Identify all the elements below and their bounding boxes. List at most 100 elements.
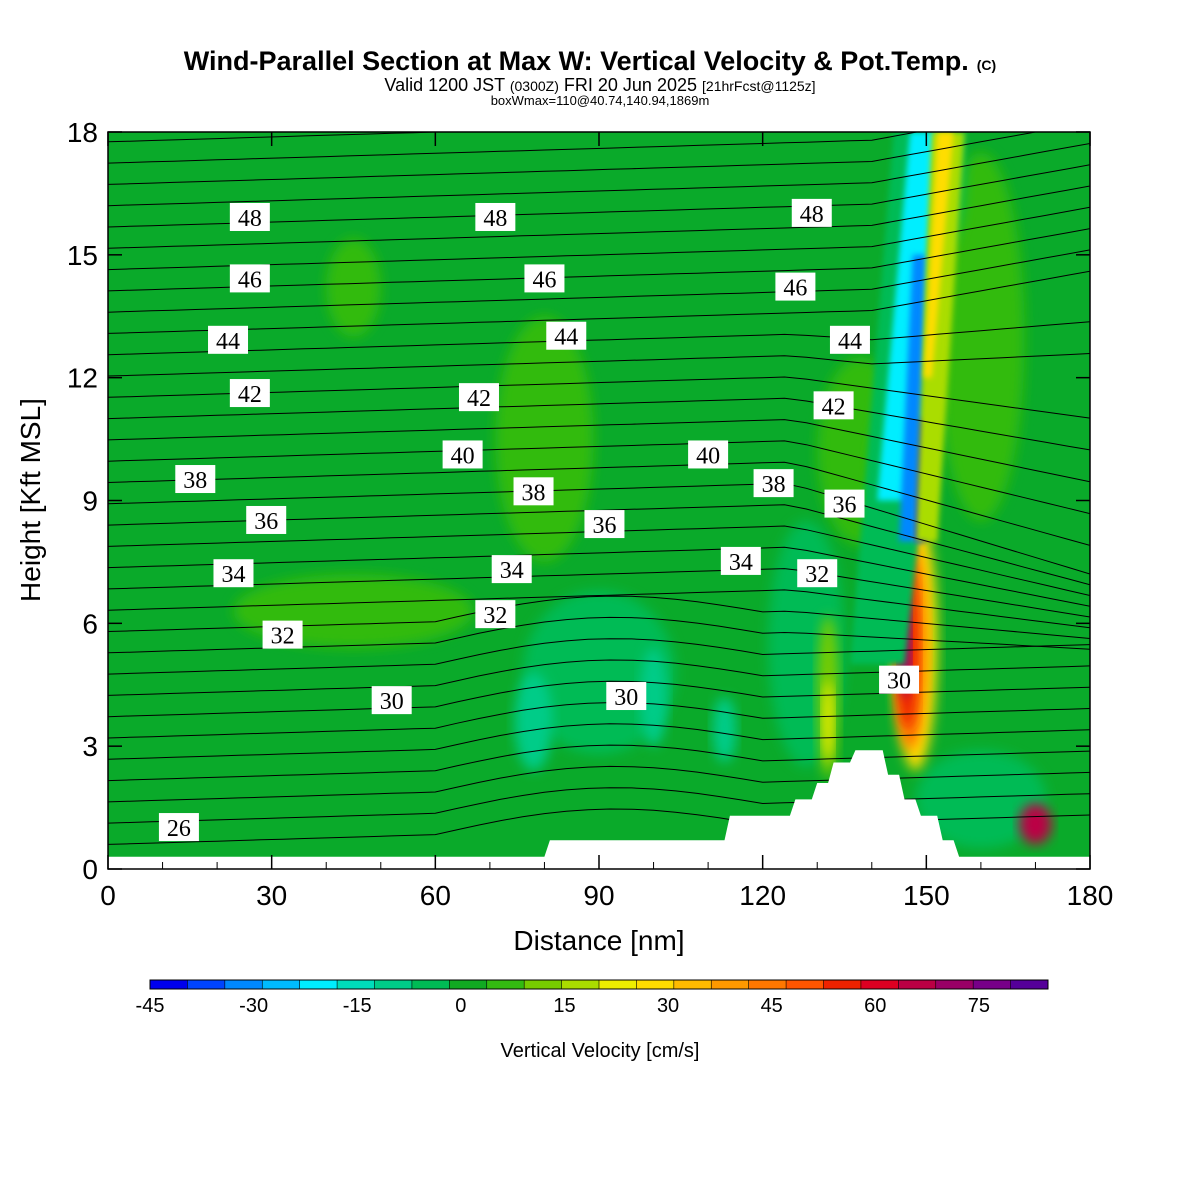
- contour-label: 48: [229, 202, 270, 232]
- velocity-band: [915, 132, 965, 542]
- isentrope-line: [108, 546, 1090, 607]
- contour-label: 42: [229, 379, 270, 408]
- isentrope-line: [108, 132, 920, 164]
- contour-label: 34: [491, 555, 532, 584]
- contour-label: 46: [775, 272, 816, 302]
- velocity-band: [877, 132, 938, 501]
- contour-label-text: 36: [254, 509, 278, 535]
- colorbar-swatch: [748, 980, 787, 989]
- axis-ticks: [107, 131, 1091, 870]
- contour-label: 30: [606, 682, 647, 711]
- contour-label-box: [158, 813, 199, 842]
- colorbar-swatch: [486, 980, 525, 989]
- x-tick-labels: 0 30 60 90 120 150 180: [100, 880, 1113, 911]
- colorbar-swatch: [337, 980, 375, 989]
- isentrope-line: [108, 589, 1090, 629]
- contour-label-text: 40: [696, 443, 720, 469]
- colorbar-tick-label: 60: [864, 995, 886, 1017]
- y-tick-label: 3: [82, 731, 98, 762]
- contour-label: 44: [208, 325, 249, 355]
- contour-label-text: 32: [271, 624, 295, 650]
- isentrope-line: [108, 702, 1090, 739]
- colorbar-swatch: [860, 980, 899, 989]
- contour-label-box: [720, 546, 761, 575]
- contour-label: 48: [475, 202, 516, 232]
- colorbar-swatch: [374, 980, 413, 989]
- isentrope-line: [108, 482, 1090, 575]
- x-tick-label: 180: [1067, 880, 1114, 911]
- contour-label-box: [879, 665, 920, 694]
- contour-label-text: 40: [451, 443, 475, 469]
- contour-label-box: [546, 321, 587, 350]
- isentrope-line: [108, 397, 1090, 451]
- contour-label-text: 30: [887, 669, 911, 695]
- isentrope-line: [108, 787, 1090, 824]
- contour-label-box: [513, 477, 554, 506]
- colorbar-swatch: [823, 980, 862, 989]
- contour-label: 34: [213, 559, 254, 588]
- x-tick-label: 30: [256, 880, 287, 911]
- contour-label-box: [371, 686, 412, 715]
- isentrope-line: [108, 228, 1090, 292]
- contour-label: 44: [546, 321, 587, 351]
- contour-label-box: [584, 510, 625, 539]
- contour-label-box: [475, 600, 516, 629]
- contour-label: 32: [797, 559, 838, 588]
- x-tick-label: 120: [739, 880, 786, 911]
- x-tick-label: 150: [903, 880, 950, 911]
- contour-label-box: [491, 555, 532, 584]
- y-tick-label: 15: [67, 240, 98, 271]
- x-axis-title: Distance [nm]: [513, 925, 684, 956]
- contour-label-box: [797, 559, 838, 588]
- isentrope-line: [108, 249, 1090, 313]
- y-tick-labels: 0 3 6 9 12 15 18: [67, 117, 98, 885]
- contour-label-box: [175, 465, 216, 494]
- contour-label: 38: [753, 469, 794, 498]
- velocity-cell: [522, 590, 676, 755]
- chart-title: Wind-Parallel Section at Max W: Vertical…: [184, 46, 996, 76]
- contour-label: 32: [262, 620, 303, 650]
- contour-label-text: 38: [522, 480, 546, 506]
- plot-area: 48 48 48 46 46 46 44 44 44 42 42 42 40 40 38 38 38 36 36 36…: [108, 132, 1090, 869]
- contour-label-text: 48: [483, 206, 507, 232]
- velocity-cell: [712, 697, 737, 763]
- isentrope-line: [108, 744, 1090, 782]
- colorbar-swatch: [449, 980, 488, 989]
- velocity-field: [233, 132, 1052, 849]
- y-tick-label: 9: [82, 486, 98, 517]
- colorbar-labels: -45 -30 -15 0 15 30 45 60 75: [136, 995, 991, 1017]
- contour-label: 36: [584, 510, 625, 539]
- colorbar-tick-label: -15: [343, 995, 372, 1017]
- isentrope-line: [108, 659, 1090, 696]
- contour-label-box: [262, 620, 303, 649]
- contour-label-text: 42: [822, 394, 846, 420]
- isentrope-line: [108, 440, 1090, 515]
- contour-label-box: [246, 505, 287, 534]
- contour-label-box: [229, 264, 270, 293]
- x-tick-label: 90: [583, 880, 614, 911]
- colorbar-swatch: [299, 980, 338, 989]
- y-tick-label: 18: [67, 117, 98, 148]
- contour-label: 34: [720, 546, 761, 576]
- colorbar-tick-label: -45: [136, 995, 165, 1017]
- isentrope-line: [108, 132, 1039, 185]
- colorbar-tick-label: 0: [455, 995, 466, 1017]
- isentrope-line: [108, 353, 1090, 377]
- contour-label-box: [208, 325, 249, 354]
- contour-label-text: 34: [729, 550, 753, 576]
- contour-labels: 48 48 48 46 46 46 44 44 44 42 42 42 40 40 38 38 38 36 36 36…: [158, 198, 920, 842]
- isentrope-line: [108, 206, 1090, 271]
- isentrope-line: [108, 680, 1090, 718]
- colorbar-tick-label: 15: [553, 995, 575, 1017]
- contour-label-text: 44: [554, 325, 578, 351]
- contour-label-box: [458, 383, 499, 412]
- isentrope-line: [108, 185, 1090, 249]
- colorbar-swatch: [673, 980, 712, 989]
- contour-label-text: 30: [380, 689, 404, 715]
- chart-subtitle-2: boxWmax=110@40.74,140.94,1869m: [491, 93, 710, 108]
- colorbar: [149, 979, 1049, 990]
- contour-label-text: 48: [238, 206, 262, 232]
- contour-label-text: 44: [216, 329, 240, 355]
- contour-label-text: 38: [183, 468, 207, 494]
